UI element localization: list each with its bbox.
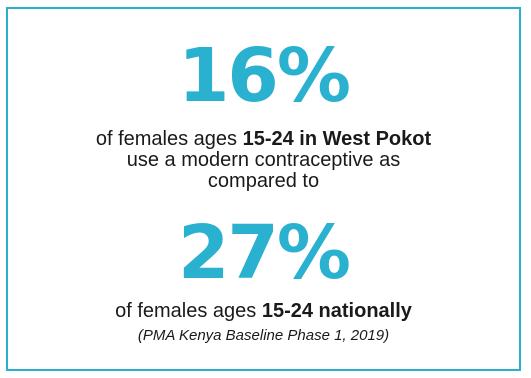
- west-pokot-percentage: 16%: [177, 33, 351, 119]
- west-pokot-description: of females ages 15-24 in West Pokot use …: [8, 129, 519, 192]
- infographic-card: 16% of females ages 15-24 in West Pokot …: [6, 7, 521, 371]
- national-line-1: of females ages 15-24 nationally: [8, 301, 519, 322]
- national-percentage: 27%: [177, 210, 351, 296]
- west-pokot-bold: 15-24 in West Pokot: [242, 128, 432, 150]
- west-pokot-line-3: compared to: [207, 170, 320, 192]
- national-prefix: of females ages: [115, 300, 262, 322]
- national-description: of females ages 15-24 nationally: [8, 301, 519, 322]
- source-citation: (PMA Kenya Baseline Phase 1, 2019): [137, 327, 390, 344]
- national-bold: 15-24 nationally: [261, 300, 412, 322]
- west-pokot-line-2: use a modern contraceptive as: [126, 149, 401, 171]
- west-pokot-line-1: of females ages 15-24 in West Pokot: [8, 129, 519, 150]
- west-pokot-prefix: of females ages: [95, 128, 243, 150]
